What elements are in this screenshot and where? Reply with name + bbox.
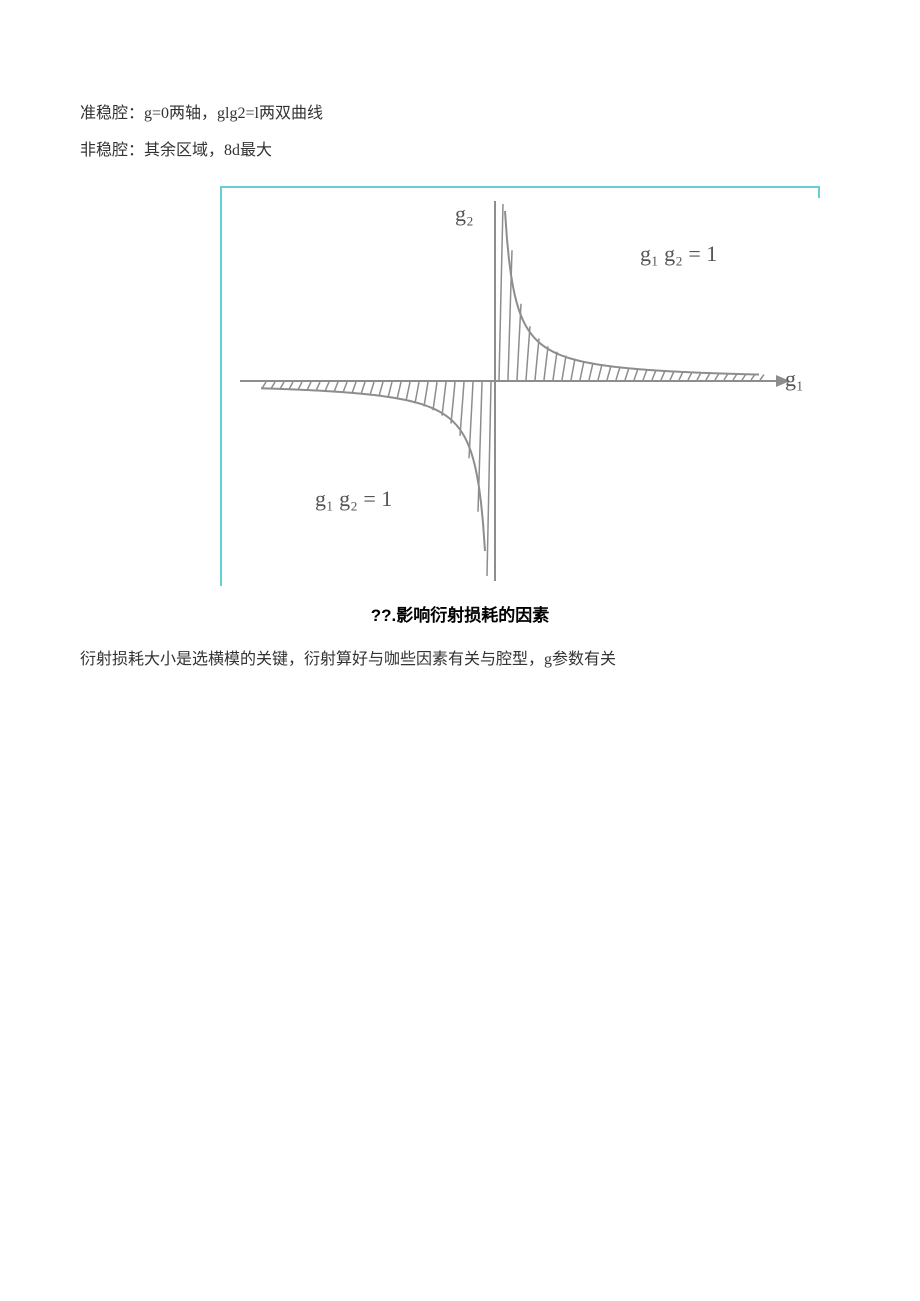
svg-text:g₁: g₁ — [785, 366, 804, 391]
text-line-2: 非稳腔：其余区域，8d最大 — [80, 137, 840, 166]
text-line-1: 准稳腔：g=0两轴，glg2=l两双曲线 — [80, 100, 840, 129]
section-title: ??.影响衍射损耗的因素 — [80, 601, 840, 626]
stability-diagram: g₂ g₁ g₁ g₂ = 1 g₁ g₂ = 1 — [220, 186, 820, 586]
svg-text:g₁ g₂ = 1: g₁ g₂ = 1 — [315, 486, 392, 511]
body-text: 衍射损耗大小是选横模的关键，衍射算好与咖些因素有关与腔型，g参数有关 — [80, 646, 840, 675]
svg-text:g₁ g₂ = 1: g₁ g₂ = 1 — [640, 241, 717, 266]
svg-text:g₂: g₂ — [455, 201, 474, 226]
